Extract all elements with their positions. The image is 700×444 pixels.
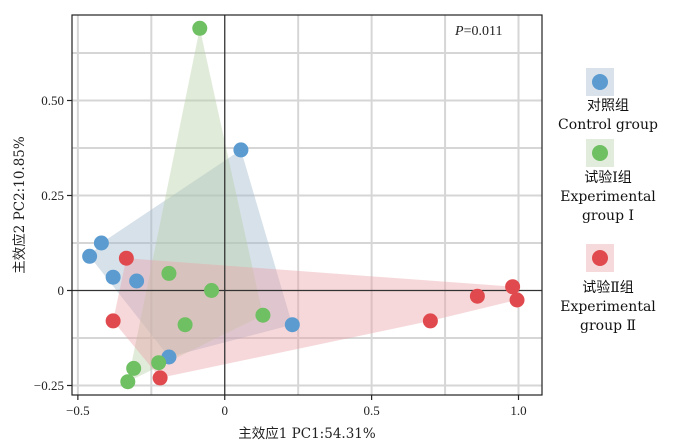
x-tick-label-0: −0.5 <box>66 403 90 418</box>
legend-label-experimental-1-1: Experimental <box>560 189 656 205</box>
y-tick-label-0: −0.25 <box>34 378 64 393</box>
point-experimental-1-6 <box>126 360 142 376</box>
legend-label-control-0: 对照组 <box>587 98 629 114</box>
plot-border <box>71 14 543 396</box>
x-tick-label-1: 0 <box>222 403 229 418</box>
legend-label-experimental-1-2: group Ⅰ <box>582 208 634 224</box>
legend-label-control-1: Control group <box>558 117 658 133</box>
y-tick-label-3: 0.50 <box>41 93 64 108</box>
legend-label-experimental-2-1: Experimental <box>560 299 656 315</box>
point-control-4 <box>129 273 145 289</box>
p-value: =0.011 <box>464 24 503 39</box>
hull-control <box>89 149 293 357</box>
x-axis-title: 主效应1 PC1:54.31% <box>238 425 376 442</box>
point-experimental-1-0 <box>192 20 208 36</box>
hull-experimental-1 <box>127 28 263 382</box>
x-tick-label-2: 0.5 <box>364 403 380 418</box>
legend: 对照组 Control group 试验Ⅰ组 Experimental group Ⅰ 试… <box>558 68 658 334</box>
point-experimental-1-2 <box>204 283 220 298</box>
legend-marker-control <box>592 74 608 90</box>
point-experimental-2-0 <box>118 250 134 266</box>
point-experimental-1-4 <box>177 317 193 333</box>
p-value-annotation: P=0.011 <box>454 24 502 39</box>
point-experimental-2-3 <box>422 313 438 329</box>
point-control-2 <box>82 248 98 264</box>
point-experimental-2-1 <box>105 313 121 329</box>
point-control-5 <box>284 317 300 333</box>
p-italic: P <box>454 24 464 39</box>
legend-label-experimental-2-2: group Ⅱ <box>580 318 636 334</box>
y-tick-label-2: 0.25 <box>41 188 64 203</box>
y-tick-label-1: 0 <box>58 283 65 298</box>
legend-marker-experimental-1 <box>592 145 608 161</box>
point-experimental-2-2 <box>152 370 168 386</box>
point-experimental-2-5 <box>505 279 521 295</box>
legend-label-experimental-2-0: 试验Ⅱ组 <box>582 280 634 296</box>
point-experimental-1-5 <box>151 355 167 371</box>
x-tick-label-3: 1.0 <box>510 403 526 418</box>
grid-layer <box>72 15 542 395</box>
point-control-0 <box>233 142 249 158</box>
point-experimental-2-4 <box>469 288 485 304</box>
point-control-3 <box>105 269 121 285</box>
point-experimental-1-7 <box>120 374 136 390</box>
y-axis-title: 主效应2 PC2:10.85% <box>11 136 28 274</box>
point-experimental-1-1 <box>161 265 177 281</box>
point-control-1 <box>93 235 109 251</box>
point-experimental-1-3 <box>255 307 271 323</box>
tick-layer: −0.5 0 0.5 1.0 −0.25 0 0.25 0.50 <box>34 93 527 418</box>
zero-lines <box>72 15 542 395</box>
point-experimental-2-6 <box>509 292 525 308</box>
legend-marker-experimental-2 <box>592 250 608 266</box>
legend-label-experimental-1-0: 试验Ⅰ组 <box>584 170 632 186</box>
point-layer <box>82 20 525 390</box>
